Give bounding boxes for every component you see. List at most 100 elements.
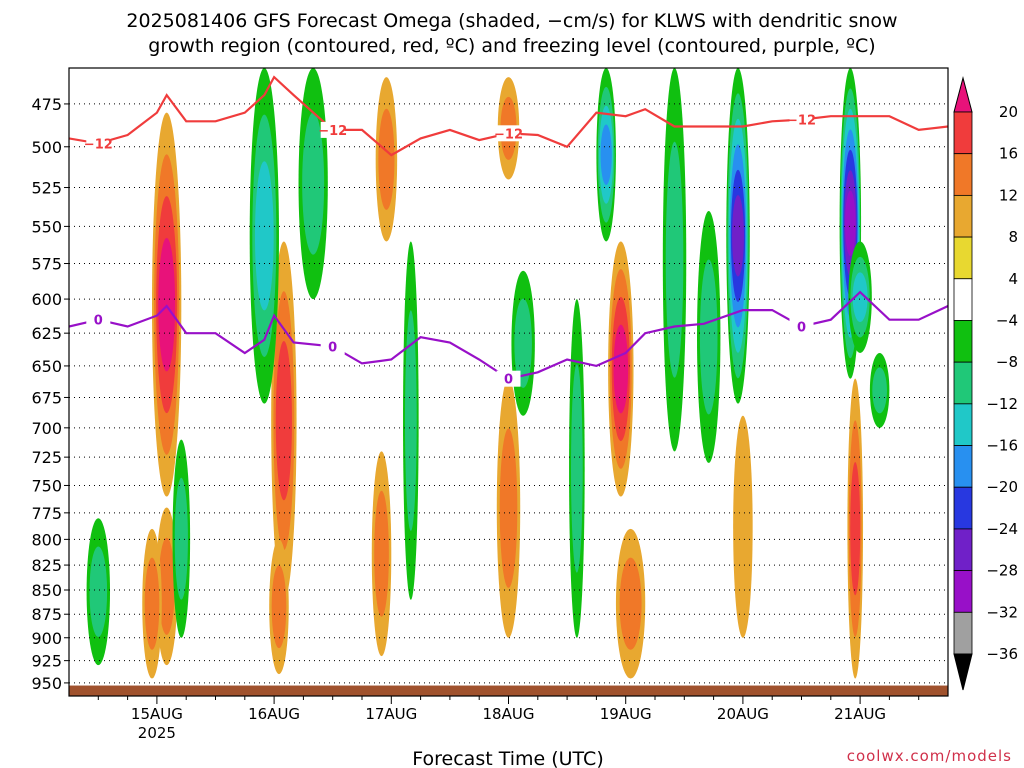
omega-shading-cell [89,546,108,637]
omega-shading-cell [600,124,612,185]
colorbar-segment [953,278,973,321]
colorbar-label: −4 [996,311,1018,329]
omega-shading-cell [374,490,389,617]
freezing-level-contour-label-bg [86,311,111,328]
omega-shading-cell [613,324,629,414]
chart-title-line1: 2025081406 GFS Forecast Omega (shaded, −… [126,10,897,32]
y-tick-label: 525 [31,179,62,198]
y-tick-label: 900 [31,629,62,648]
omega-shading-cell [733,415,753,638]
x-axis: 15AUG 16AUG 17AUG 18AUG 19AUG 20AUG 21AUG 2025 [97,696,920,742]
x-tick-label: 15AUG [131,705,183,723]
omega-shading-cell [404,310,417,531]
contour-layer: −12 −12 −12 −12 0 0 0 0 [69,75,948,696]
plot-area: −12 −12 −12 −12 0 0 0 0 [68,67,949,697]
colorbar-label: −28 [986,562,1018,580]
x-year-label: 2025 [138,724,176,742]
y-tick-label: 575 [31,255,62,274]
colorbar: 20 16 12 8 4 −4 −8 −12 −16 −20 −24 −28 −32 −36 [953,76,1018,691]
omega-shading-cell [302,112,325,255]
x-tick-label: 16AUG [248,705,300,723]
chart-title-line2: growth region (contoured, red, ºC) and f… [148,35,875,57]
y-tick-label: 650 [31,357,62,376]
freezing-level-contour-label: 0 [797,320,806,335]
y-tick-label: 550 [31,217,62,236]
dendritic-minus12-contour-label: −12 [318,124,347,139]
x-tick-label: 21AUG [834,705,886,723]
omega-shading-cell [174,477,188,600]
colorbar-segment [953,403,973,446]
colorbar-segment [953,486,973,530]
freezing-level-contour-label: 0 [328,340,337,355]
x-tick-label: 20AUG [717,705,769,723]
y-tick-label: 500 [31,138,62,157]
x-tick-label: 18AUG [483,705,535,723]
y-tick-label: 875 [31,605,62,624]
colorbar-segment [953,236,973,280]
omega-shading-layer [86,68,890,679]
y-tick-label: 700 [31,419,62,438]
y-tick-label: 725 [31,448,62,467]
colorbar-label: −24 [986,520,1018,538]
y-tick-label: 750 [31,476,62,495]
colorbar-segment [953,528,973,572]
y-tick-label: 775 [31,504,62,523]
dendritic-minus12-contour-label-bg [789,111,814,128]
colorbar-segment [953,76,973,113]
colorbar-segment [953,361,973,405]
colorbar-label: 20 [999,103,1018,121]
omega-shading-cell [699,259,718,415]
freezing-level-contour-label: 0 [94,314,103,329]
omega-shading-cell [852,272,868,322]
omega-shading-cell [144,557,160,650]
omega-shading-cell [275,340,292,501]
terrain-surface [69,685,948,696]
freezing-level-contour-label: 0 [504,373,513,388]
omega-shading-cell [665,141,684,378]
dendritic-minus12-contour-label: −12 [84,137,113,152]
omega-shading-cell [619,557,642,650]
freezing-level-contour-label-bg [496,370,521,387]
colorbar-label: 4 [1008,270,1018,288]
colorbar-label: 16 [999,145,1018,163]
colorbar-label: −8 [996,353,1018,371]
omega-shading-cell [158,537,175,635]
y-tick-label: 625 [31,324,62,343]
dendritic-minus12-contour-label-bg [320,121,345,138]
colorbar-label: 12 [999,186,1018,204]
freezing-level-contour-label-bg [320,338,345,355]
colorbar-segment [953,570,973,613]
omega-shading-cell [732,195,744,277]
y-axis: 475 500 525 550 575 600 625 650 675 700 725 750 775 8… [31,95,69,693]
omega-shading-cell [571,364,583,573]
omega-shading-cell [254,161,274,311]
colorbar-segment [953,653,973,691]
colorbar-label: 8 [1008,228,1018,246]
x-axis-title: Forecast Time (UTC) [412,748,603,768]
x-tick-label: 17AUG [365,705,417,723]
credit-text: coolwx.com/models [847,747,1012,765]
colorbar-segment [953,445,973,488]
omega-shading-cell [499,428,518,588]
freezing-level-contour-label-bg [789,318,814,335]
y-tick-label: 950 [31,674,62,693]
colorbar-segment [953,111,973,155]
x-tick-label: 19AUG [600,705,652,723]
y-tick-label: 475 [31,95,62,114]
colorbar-segment [953,320,973,363]
colorbar-segment [953,194,973,238]
colorbar-segment [953,611,973,655]
colorbar-label: −36 [986,645,1018,663]
dendritic-minus12-contour-label: −12 [787,114,816,129]
omega-shading-cell [514,298,532,388]
colorbar-label: −20 [986,478,1018,496]
colorbar-segment [953,153,973,196]
omega-shading-cell [378,108,395,210]
colorbar-label: −12 [986,395,1018,413]
omega-shading-cell [872,367,887,414]
y-tick-label: 850 [31,581,62,600]
y-tick-label: 675 [31,388,62,407]
y-tick-label: 800 [31,530,62,549]
y-tick-label: 925 [31,652,62,671]
